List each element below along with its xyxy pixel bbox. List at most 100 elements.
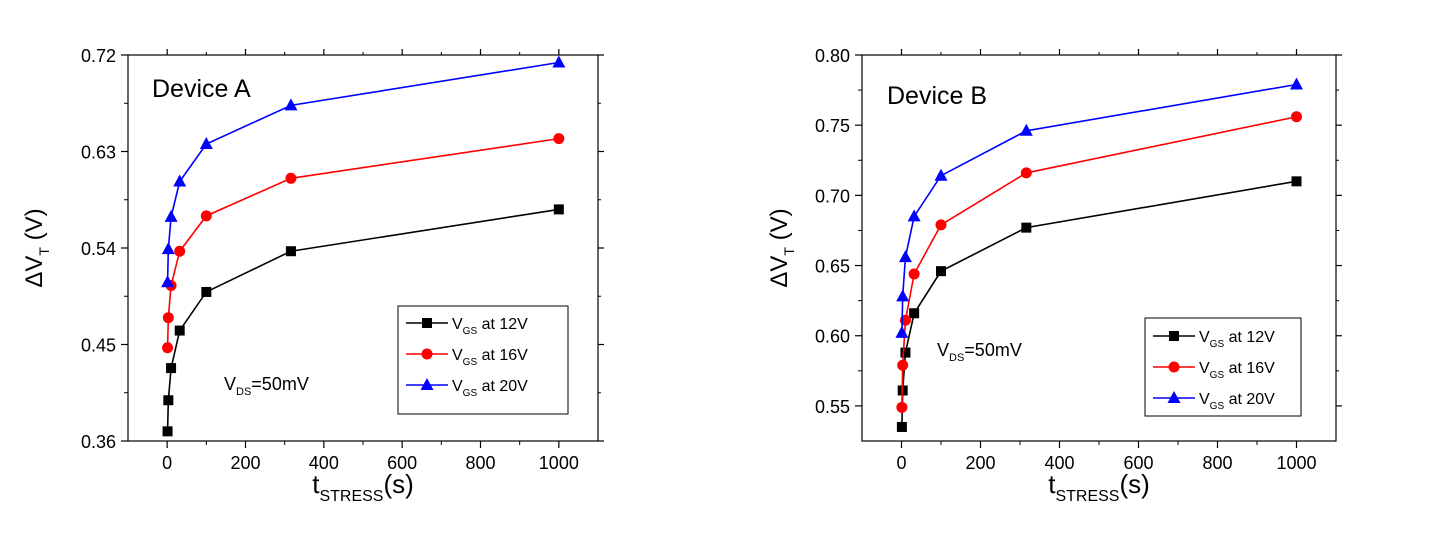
legend-label-sub: GS — [463, 388, 478, 399]
data-point — [935, 219, 947, 231]
legend-entry: VGS at 12V — [1153, 329, 1275, 350]
data-point — [897, 359, 909, 371]
annotation-vds: VDS=50mV — [224, 374, 309, 398]
data-point — [201, 286, 212, 297]
legend-label: VGS at 16V — [1199, 360, 1275, 381]
legend-label: VGS at 20V — [452, 378, 528, 399]
x-axis-label-sub: STRESS — [1055, 488, 1119, 505]
y-axis-label-sub: T — [781, 247, 797, 256]
data-point — [161, 275, 175, 288]
data-point — [162, 342, 174, 354]
legend-label-rest: at 20V — [1224, 391, 1275, 408]
legend-label-main: V — [452, 316, 463, 333]
annotation-vds-rest: =50mV — [251, 374, 309, 394]
legend-label-rest: at 16V — [1224, 360, 1275, 377]
legend-label-main: V — [1199, 360, 1210, 377]
x-axis-label-rest: (s) — [1119, 469, 1149, 499]
x-tick-label: 0 — [162, 453, 172, 473]
chart-title: Device B — [887, 82, 987, 110]
y-tick-label: 0.75 — [815, 116, 850, 136]
series-2 — [895, 77, 1303, 338]
y-axis-label-main: ΔV — [766, 256, 793, 288]
data-point — [898, 250, 912, 263]
legend-label-sub: GS — [1210, 401, 1225, 412]
x-axis-label-main: t — [1048, 469, 1056, 499]
legend-label-main: V — [452, 347, 463, 364]
data-point — [285, 172, 297, 184]
annotation-vds-rest: =50mV — [964, 340, 1022, 360]
data-point — [1019, 123, 1033, 136]
legend-label-main: V — [1199, 391, 1210, 408]
x-tick-label: 1000 — [539, 453, 579, 473]
data-point — [162, 426, 173, 437]
data-point — [895, 325, 909, 338]
legend-marker — [1169, 331, 1179, 341]
legend-label-sub: GS — [1210, 339, 1225, 350]
x-tick-label: 1000 — [1276, 453, 1316, 473]
data-point — [285, 246, 296, 257]
data-point — [907, 209, 921, 222]
legend-label-rest: at 12V — [477, 316, 528, 333]
legend-entry: VGS at 12V — [406, 316, 528, 337]
legend-marker — [420, 378, 434, 390]
series-2 — [161, 55, 566, 288]
data-point — [1020, 167, 1032, 179]
data-point — [553, 133, 565, 145]
legend-label: VGS at 12V — [1199, 329, 1275, 350]
y-axis-label-sub: T — [36, 247, 52, 256]
annotation-vds-main: V — [224, 374, 236, 394]
series-0 — [162, 204, 564, 437]
y-tick-label: 0.45 — [81, 336, 116, 356]
legend-label: VGS at 12V — [452, 316, 528, 337]
data-point — [553, 204, 564, 215]
legend-label-sub: GS — [463, 326, 478, 337]
x-tick-label: 600 — [1123, 453, 1153, 473]
data-point — [174, 245, 186, 257]
data-point — [199, 136, 213, 149]
x-tick-label: 400 — [1044, 453, 1074, 473]
legend-label-sub: GS — [1210, 370, 1225, 381]
data-point — [896, 289, 910, 302]
legend-label-sub: GS — [463, 357, 478, 368]
data-point — [908, 268, 920, 280]
data-point — [166, 363, 177, 374]
y-tick-label: 0.65 — [815, 257, 850, 277]
y-tick-label: 0.55 — [815, 397, 850, 417]
x-tick-label: 600 — [387, 453, 417, 473]
data-point — [161, 242, 175, 255]
legend-label-main: V — [1199, 329, 1210, 346]
y-tick-label: 0.72 — [81, 46, 116, 66]
x-tick-label: 200 — [230, 453, 260, 473]
annotation-vds-sub: DS — [949, 352, 964, 364]
y-axis-label-rest: (V) — [766, 208, 793, 247]
x-axis-label: tSTRESS(s) — [1048, 469, 1150, 505]
data-point — [936, 266, 946, 277]
x-tick-label: 800 — [1202, 453, 1232, 473]
annotation-vds-main: V — [937, 340, 949, 360]
data-point — [174, 325, 185, 336]
data-point — [1290, 77, 1303, 90]
x-tick-label: 0 — [896, 453, 906, 473]
legend-label: VGS at 16V — [452, 347, 528, 368]
x-tick-label: 400 — [309, 453, 339, 473]
y-tick-label: 0.36 — [81, 432, 116, 452]
data-point — [552, 55, 566, 68]
data-point — [173, 174, 187, 187]
legend-label-rest: at 20V — [477, 378, 528, 395]
data-point — [284, 98, 298, 111]
legend-label-rest: at 12V — [1224, 329, 1275, 346]
data-point — [896, 421, 907, 432]
y-axis-label: ΔVT (V) — [21, 208, 52, 287]
data-point — [162, 312, 174, 324]
series-1 — [162, 133, 565, 354]
data-point — [900, 347, 911, 358]
legend-entry: VGS at 20V — [406, 378, 528, 399]
x-axis-label-main: t — [312, 469, 320, 499]
chart-0: 0 200 400 600 800 1000 0.36 0.45 0.54 0.63 0.72 Dev… — [21, 46, 604, 505]
legend-label: VGS at 20V — [1199, 391, 1275, 412]
y-tick-label: 0.70 — [815, 186, 850, 206]
legend-entry: VGS at 20V — [1153, 391, 1275, 412]
data-point — [1021, 222, 1032, 233]
legend-marker — [1168, 361, 1180, 373]
